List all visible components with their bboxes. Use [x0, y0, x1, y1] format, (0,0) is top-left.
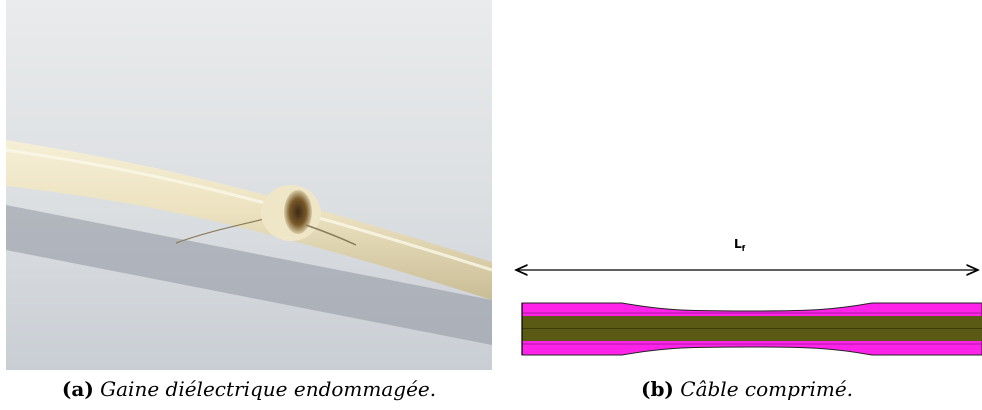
- cable-highlight: [6, 148, 492, 272]
- crack-line: [175, 218, 265, 244]
- caption-a-tag: (a): [61, 377, 94, 401]
- caption-b-tag: (b): [640, 377, 674, 401]
- dimension-label: Lf: [734, 237, 746, 253]
- photo-illustration: [6, 0, 492, 370]
- caption-a-text: Gaine diélectrique endommagée.: [100, 377, 437, 401]
- cable-diagram: Lf: [512, 237, 982, 356]
- cable-sheath: [6, 140, 492, 300]
- damage-hole: [284, 190, 312, 234]
- photo-damaged-sheath: [6, 0, 492, 370]
- caption-b-text: Câble comprimé.: [680, 377, 854, 401]
- caption-b: (b) Câble comprimé.: [512, 376, 982, 402]
- caption-a: (a) Gaine diélectrique endommagée.: [6, 376, 492, 402]
- diagram-compressed-cable: Lf: [512, 0, 982, 370]
- cable-shadow: [6, 205, 492, 345]
- damage-mark: [305, 224, 357, 246]
